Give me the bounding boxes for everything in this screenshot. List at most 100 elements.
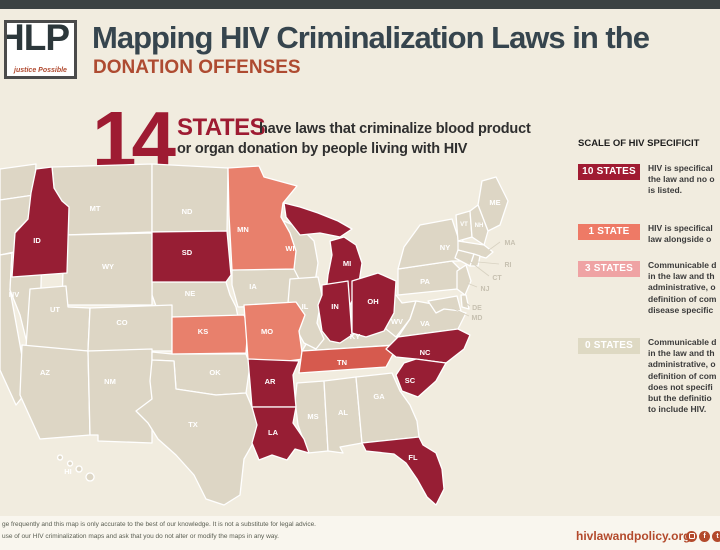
state-LA	[251, 406, 310, 461]
pointer-line-MD	[451, 307, 470, 317]
state-label-OH: OH	[367, 297, 378, 306]
state-NM	[87, 348, 153, 444]
state-label-DE: DE	[472, 305, 482, 312]
top-border-strip	[0, 0, 720, 9]
instagram-icon[interactable]	[686, 531, 697, 542]
state-label-KY: KY	[350, 332, 360, 341]
state-TN	[298, 344, 399, 374]
state-ID	[11, 166, 70, 278]
page-title: Mapping HIV Criminalization Laws in the	[92, 20, 650, 55]
state-label-ID: ID	[33, 236, 41, 245]
state-label-VA: VA	[420, 319, 430, 328]
pointer-line-NJ	[466, 282, 478, 288]
page-subtitle: DONATION OFFENSES	[93, 57, 301, 78]
state-label-MT: MT	[90, 204, 101, 213]
logo-letters: HLP	[4, 20, 70, 58]
state-NH	[469, 204, 489, 246]
legend-description: HIV is specifical law alongside o	[648, 223, 713, 245]
legend-badge: 1 STATE	[578, 224, 640, 240]
state-HI	[75, 465, 83, 473]
us-choropleth-map: NV ID MT ND MN WI MI SD NE IA WY UT CO KS MO AZ NM OK TX HI…	[0, 163, 516, 506]
state-label-UT: UT	[50, 305, 60, 314]
state-label-NY: NY	[440, 243, 450, 252]
state-label-MN: MN	[237, 225, 249, 234]
footer-disclaimer-line1: ge frequently and this map is only accur…	[2, 521, 316, 528]
state-label-GA: GA	[373, 392, 385, 401]
state-HI	[85, 472, 95, 482]
state-label-RI: RI	[505, 262, 512, 269]
state-label-NH: NH	[475, 223, 484, 229]
legend-description: Communicable d in the law and th administr…	[648, 260, 717, 315]
state-label-NC: NC	[420, 348, 431, 357]
state-DE	[460, 294, 470, 310]
state-label-NM: NM	[104, 377, 116, 386]
state-label-MI: MI	[343, 259, 351, 268]
state-label-WI: WI	[285, 244, 294, 253]
logo-tagline: justice Possible	[14, 67, 67, 74]
state-HI	[56, 454, 64, 461]
state-KS	[171, 314, 249, 355]
footer-disclaimer-line2: use of our HIV criminalization maps and …	[2, 533, 279, 540]
state-AR	[247, 358, 300, 408]
state-label-IA: IA	[249, 282, 257, 291]
state-label-AL: AL	[338, 408, 348, 417]
state-NJ	[456, 264, 472, 296]
legend-description: Communicable d in the law and th administr…	[648, 337, 717, 415]
state-label-WV: WV	[391, 317, 403, 326]
pointer-line-CT	[467, 259, 490, 277]
state-MA	[457, 240, 494, 259]
state-label-CO: CO	[116, 318, 127, 327]
state-TX	[135, 359, 259, 506]
state-label-TX: TX	[188, 420, 198, 429]
footer-band	[0, 516, 720, 550]
state-MN	[227, 165, 298, 271]
state-HI	[66, 460, 74, 467]
legend-title: SCALE OF HIV SPECIFICIT	[578, 138, 700, 149]
pointer-line-MA	[488, 241, 501, 251]
state-label-NV: NV	[9, 290, 19, 299]
state-label-CT: CT	[492, 275, 502, 282]
state-label-IL: IL	[302, 302, 309, 311]
state-WY	[61, 232, 153, 306]
state-label-MO: MO	[261, 327, 273, 336]
state-label-WY: WY	[102, 262, 114, 271]
state-ND	[151, 163, 229, 233]
state-label-SC: SC	[405, 376, 416, 385]
legend-badge: 0 STATES	[578, 338, 640, 354]
state-CO	[87, 304, 173, 352]
state-label-TN: TN	[337, 358, 347, 367]
state-AZ	[19, 344, 91, 440]
state-OH	[351, 272, 397, 338]
legend-description: HIV is specifical the law and no o is list…	[648, 163, 715, 196]
state-label-KS: KS	[198, 327, 208, 336]
twitter-icon[interactable]: t	[712, 531, 720, 542]
state-label-MS: MS	[307, 412, 318, 421]
state-label-PA: PA	[420, 277, 430, 286]
state-label-HI: HI	[64, 467, 72, 476]
legend-badge: 3 STATES	[578, 261, 640, 277]
state-label-FL: FL	[408, 453, 418, 462]
headline-text-line1: have laws that criminalize blood product	[259, 121, 531, 137]
state-IN	[317, 280, 353, 344]
pointer-line-DE	[465, 302, 471, 307]
state-label-IN: IN	[331, 302, 339, 311]
state-SD	[151, 230, 232, 283]
headline-states-word: STATES	[177, 114, 266, 141]
state-label-ME: ME	[489, 198, 500, 207]
state-label-MA: MA	[505, 240, 516, 247]
state-label-NJ: NJ	[481, 286, 490, 293]
state-label-OK: OK	[209, 368, 221, 377]
website-link[interactable]: hivlawandpolicy.org	[576, 529, 691, 543]
state-FL	[361, 436, 445, 506]
legend-badge: 10 STATES	[578, 164, 640, 180]
state-SC	[395, 358, 447, 398]
state-label-SD: SD	[182, 248, 193, 257]
chlp-logo: HLP justice Possible	[4, 20, 77, 79]
state-label-AZ: AZ	[40, 368, 50, 377]
facebook-icon[interactable]: f	[699, 531, 710, 542]
state-label-NE: NE	[185, 289, 195, 298]
state-label-ND: ND	[182, 207, 193, 216]
state-NE	[151, 281, 239, 318]
state-label-AR: AR	[265, 377, 276, 386]
